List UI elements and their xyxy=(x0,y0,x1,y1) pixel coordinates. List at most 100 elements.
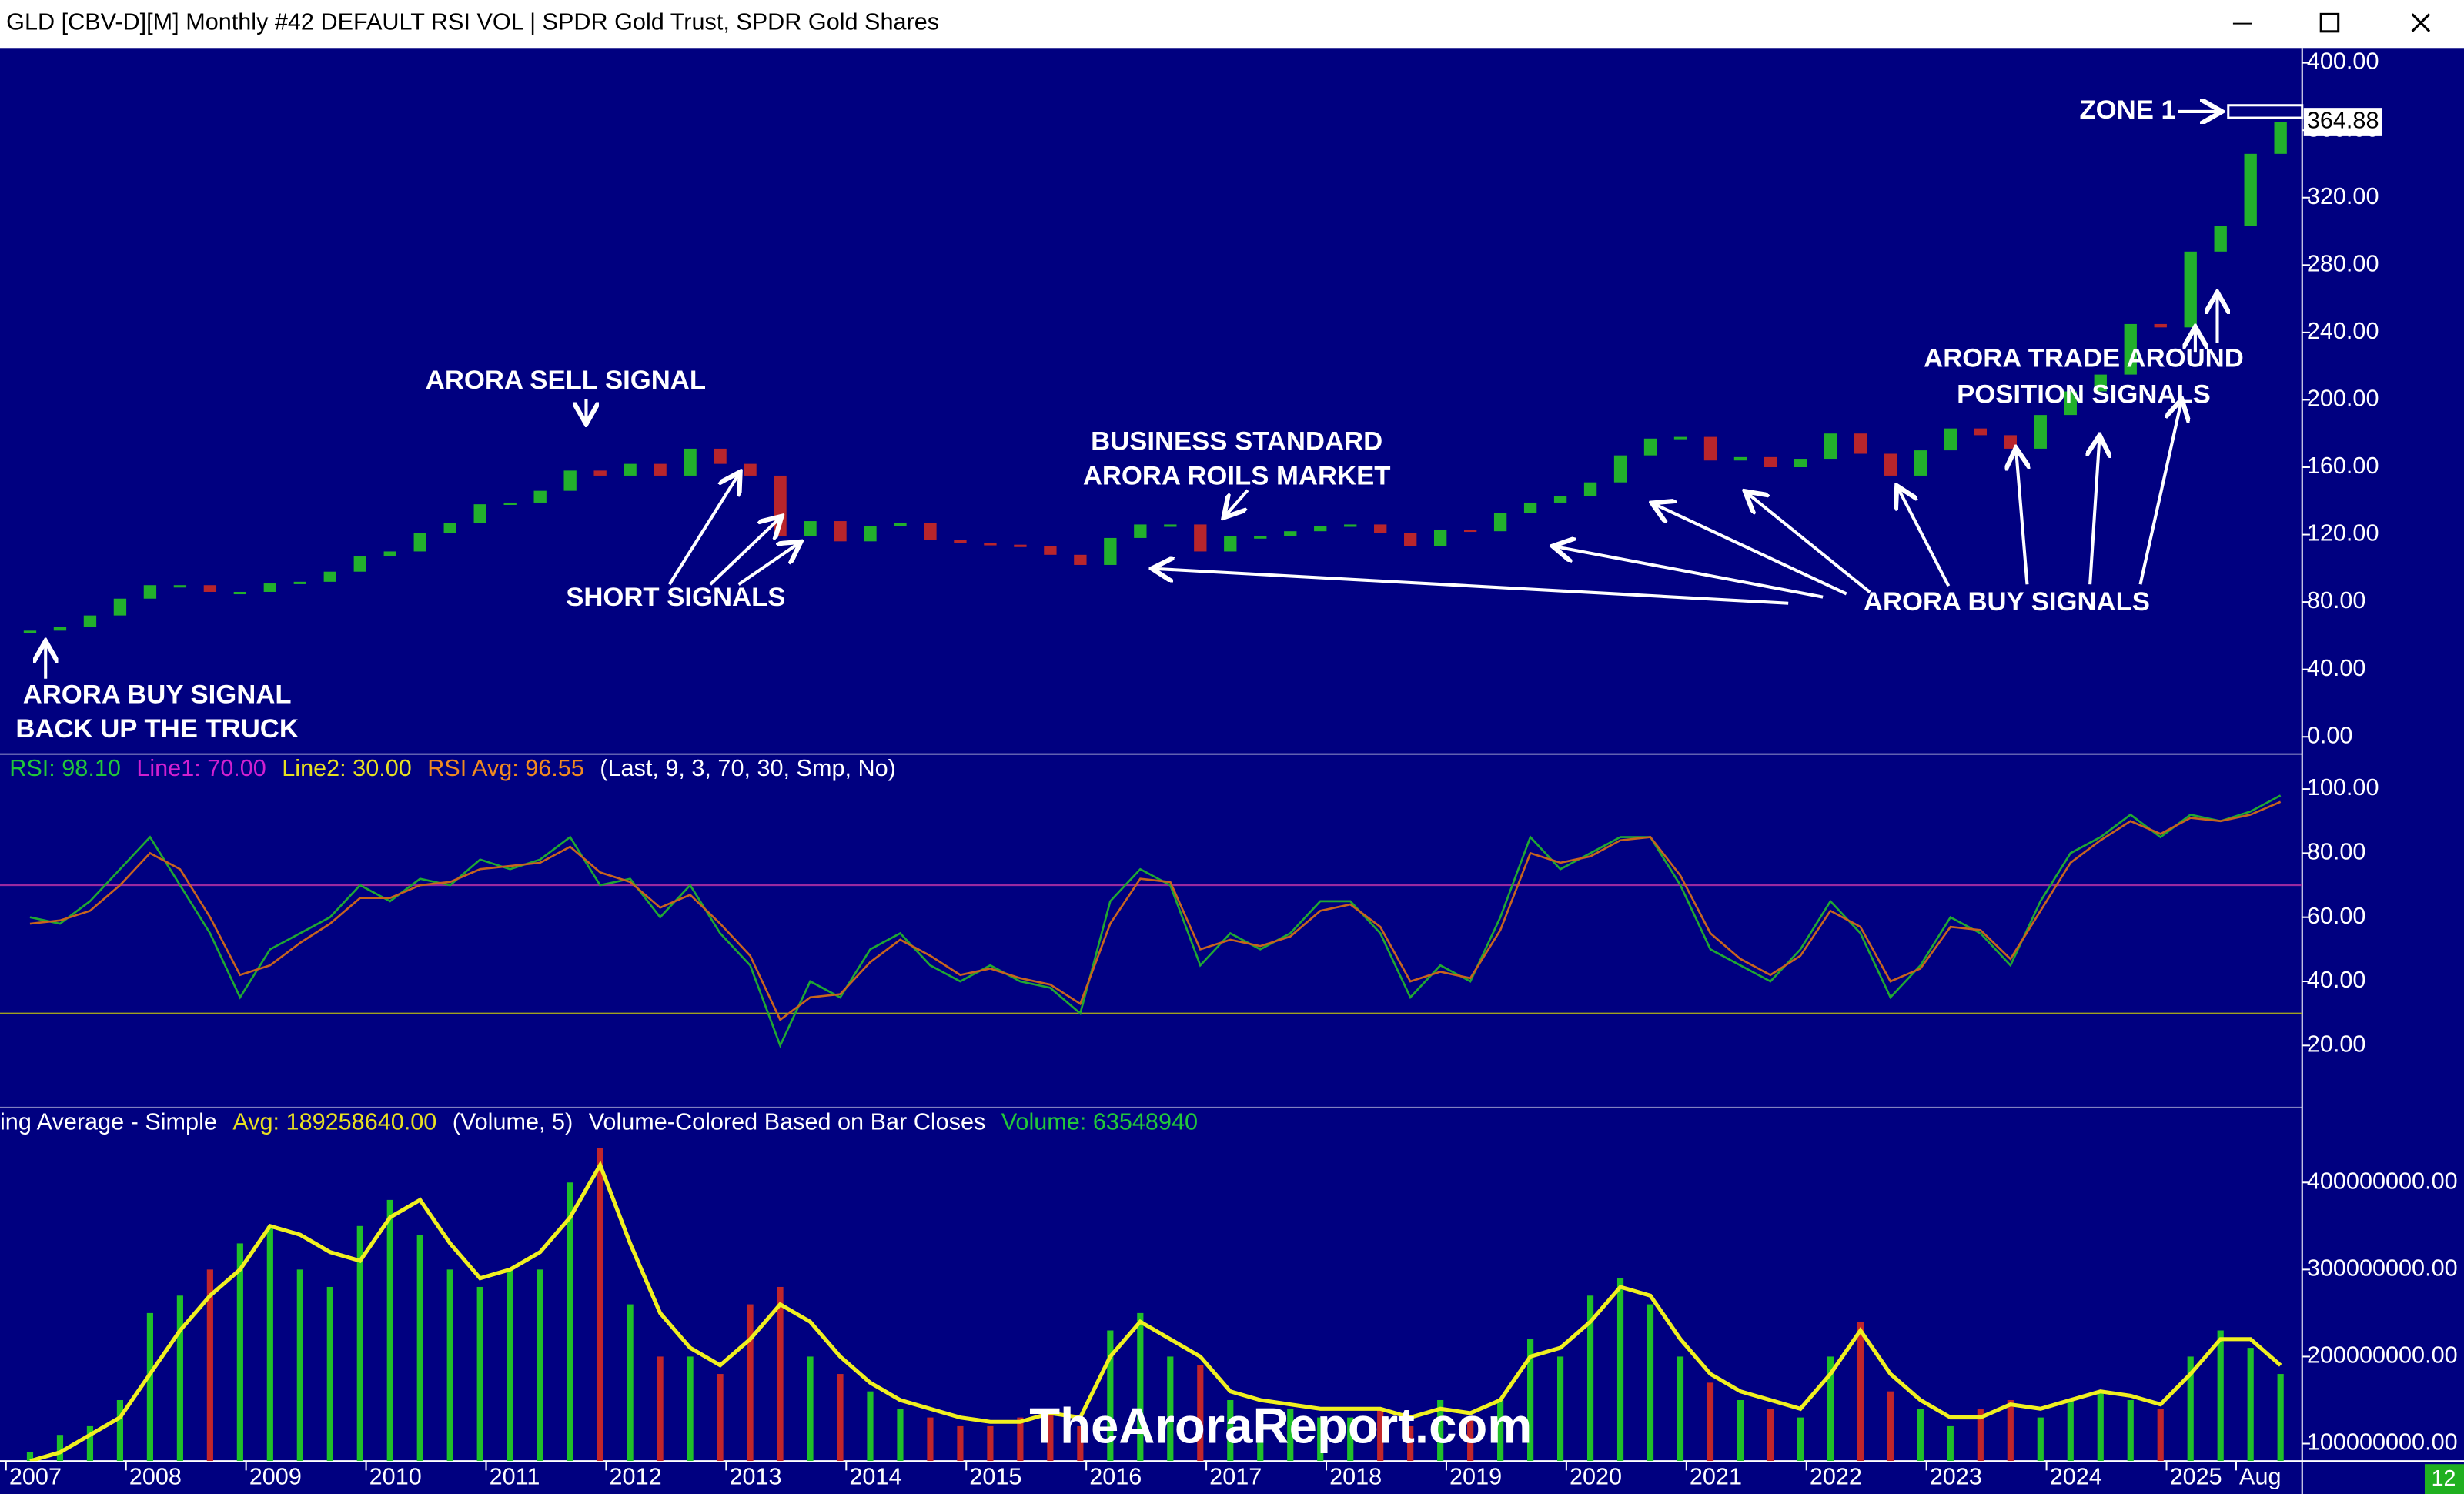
candle xyxy=(533,490,547,503)
legend-item: ing Average - Simple xyxy=(0,1108,217,1135)
arrow xyxy=(709,519,780,586)
candle xyxy=(503,502,517,506)
candle xyxy=(1134,524,1147,538)
window-title: GLD [CBV-D][M] Monthly #42 DEFAULT RSI V… xyxy=(6,9,939,35)
volume-bar xyxy=(86,1425,94,1462)
volume-bar xyxy=(1257,1409,1264,1462)
x-tick-label: 2010 xyxy=(369,1464,422,1490)
volume-bar xyxy=(837,1374,844,1462)
volume-bar xyxy=(1047,1409,1054,1462)
legend-item: (Volume, 5) xyxy=(453,1108,573,1135)
candle xyxy=(113,598,127,616)
annotation: ARORA ROILS MARKET xyxy=(1083,462,1391,491)
y-tick-label: 280.00 xyxy=(2307,250,2379,276)
volume-bar xyxy=(1797,1417,1804,1462)
candle xyxy=(1794,459,1807,467)
annotation: ARORA BUY SIGNALS xyxy=(1864,587,2150,617)
volume-bar xyxy=(1947,1425,1954,1462)
volume-bar xyxy=(146,1312,153,1462)
y-tick-label: 400000000.00 xyxy=(2307,1168,2458,1194)
annotation: ARORA SELL SIGNAL xyxy=(426,366,706,395)
close[interactable] xyxy=(2411,13,2431,32)
legend-item: RSI Avg: 96.55 xyxy=(427,755,584,781)
volume-bar xyxy=(687,1356,694,1462)
volume-bar xyxy=(957,1425,964,1462)
candle xyxy=(1433,529,1447,546)
volume-bar xyxy=(897,1409,904,1462)
candle xyxy=(53,627,67,631)
x-tick-label: 2014 xyxy=(849,1464,901,1490)
candle xyxy=(1583,482,1597,496)
candle xyxy=(353,556,366,572)
x-tick-label: 2012 xyxy=(610,1464,662,1490)
candle xyxy=(804,521,817,536)
title-bar xyxy=(0,0,2464,49)
candle xyxy=(1254,536,1267,539)
volume-bar xyxy=(1887,1391,1894,1462)
annotation: BACK UP THE TRUCK xyxy=(15,714,298,744)
candle xyxy=(2064,391,2077,416)
volume-bar xyxy=(1287,1409,1294,1462)
candle xyxy=(413,533,426,552)
candle xyxy=(2034,415,2047,449)
volume-bar xyxy=(1077,1425,1084,1462)
legend-item: (Last, 9, 3, 70, 30, Smp, No) xyxy=(600,755,896,781)
volume-bar xyxy=(807,1356,814,1462)
arrow xyxy=(2016,451,2027,585)
arrow xyxy=(1655,504,1847,596)
volume-bar xyxy=(1017,1417,1024,1462)
candle xyxy=(1764,456,1777,467)
x-tick-label: 2009 xyxy=(249,1464,302,1490)
candle xyxy=(1104,537,1117,565)
legend-item: Volume-Colored Based on Bar Closes xyxy=(589,1108,986,1135)
arrow xyxy=(2090,438,2099,585)
legend-item: Avg: 189258640.00 xyxy=(232,1108,436,1135)
x-tick-label: Aug xyxy=(2239,1464,2281,1490)
candle xyxy=(1733,456,1747,461)
volume-bar xyxy=(1197,1365,1204,1462)
candle xyxy=(1703,436,1717,461)
arrow xyxy=(1898,489,1951,587)
candle xyxy=(2124,323,2137,375)
last-value: 364.88 xyxy=(2307,108,2379,134)
candle xyxy=(593,470,607,476)
candle xyxy=(2274,122,2287,154)
legend-item: Volume: 63548940 xyxy=(1001,1108,1198,1135)
candle xyxy=(864,526,877,542)
candle xyxy=(1074,554,1087,565)
x-tick-label: 2007 xyxy=(9,1464,62,1490)
volume-bar xyxy=(386,1199,393,1462)
legend-item: RSI: 98.10 xyxy=(9,755,121,781)
volume-bar xyxy=(927,1417,934,1462)
y-tick-label: 40.00 xyxy=(2307,655,2366,681)
annotation: SHORT SIGNALS xyxy=(566,583,785,612)
candle xyxy=(1164,524,1177,527)
candle xyxy=(834,521,847,542)
volume-bar xyxy=(1827,1356,1834,1462)
candle xyxy=(263,583,277,592)
y-tick-label: 200000000.00 xyxy=(2307,1342,2458,1369)
y-tick-label: 80.00 xyxy=(2307,587,2366,613)
maximize[interactable] xyxy=(2319,12,2340,33)
y-tick-label: 300000000.00 xyxy=(2307,1255,2458,1281)
y-tick-label: 160.00 xyxy=(2307,453,2379,479)
x-tick-label: 2008 xyxy=(129,1464,182,1490)
y-tick-label: 40.00 xyxy=(2307,967,2366,993)
volume-bar xyxy=(296,1269,303,1462)
volume-bar xyxy=(2217,1330,2224,1462)
zone-box xyxy=(2227,104,2304,119)
x-tick-label: 2016 xyxy=(1089,1464,1142,1490)
volume-bar xyxy=(2007,1399,2014,1462)
candle xyxy=(1553,496,1567,503)
candle xyxy=(714,448,727,464)
candle xyxy=(924,523,937,540)
volume-bar xyxy=(1377,1409,1384,1462)
volume-bar xyxy=(1707,1382,1714,1462)
volume-bar xyxy=(1107,1330,1114,1462)
volume-bar xyxy=(266,1225,273,1462)
candle xyxy=(744,463,757,476)
volume-bar xyxy=(176,1295,183,1462)
arrow xyxy=(1747,493,1871,594)
candle xyxy=(1493,513,1507,532)
